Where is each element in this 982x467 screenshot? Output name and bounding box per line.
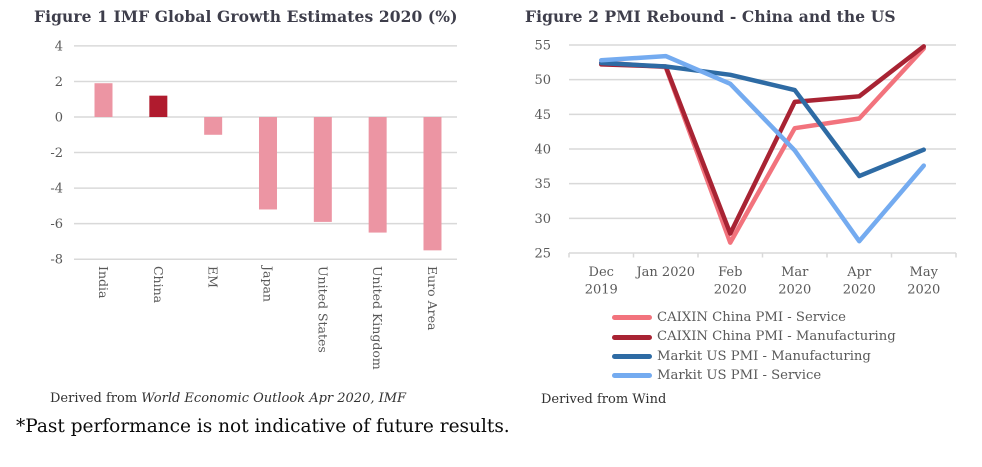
category-label-euro-area: Euro Area [425, 266, 440, 331]
legend-label-markit-service: Markit US PMI - Service [657, 368, 822, 384]
category-label-japan: Japan [260, 264, 275, 302]
figure2-source-text: Derived from Wind [541, 392, 667, 407]
y-axis-tick-label: 4 [55, 39, 63, 54]
caixin-manufacturing-line-swatch [612, 334, 652, 340]
bar-united-states [313, 117, 332, 222]
figure1-source: Derived from World Economic Outlook Apr … [50, 391, 406, 406]
disclaimer-footnote: *Past performance is not indicative of f… [16, 416, 510, 437]
legend-label-markit-manufacturing: Markit US PMI - Manufacturing [657, 348, 871, 364]
y-axis-tick-label: 25 [534, 247, 551, 262]
figure2-title: Figure 2 PMI Rebound - China and the US [525, 7, 896, 26]
bar-united-kingdom [368, 117, 387, 233]
y-axis-tick-label: -6 [50, 217, 63, 232]
legend-row-markit-service: Markit US PMI - Service [612, 366, 896, 385]
figure2-legend: CAIXIN China PMI - Service CAIXIN China … [612, 308, 896, 386]
category-label-em: EM [206, 266, 221, 288]
y-axis-tick-label: -2 [50, 146, 63, 161]
legend-row-caixin-manufacturing: CAIXIN China PMI - Manufacturing [612, 327, 896, 346]
y-axis-tick-label: 2 [55, 75, 63, 90]
legend-row-caixin-service: CAIXIN China PMI - Service [612, 308, 896, 327]
y-axis-tick-label: 35 [534, 177, 551, 192]
x-axis-label: Apr 2020 [843, 265, 876, 298]
caixin-service-line-swatch [612, 315, 652, 321]
figure1-title: Figure 1 IMF Global Growth Estimates 202… [34, 7, 458, 26]
markit-service-line-swatch [612, 373, 652, 379]
figure1-source-prefix: Derived from [50, 391, 142, 406]
markit-manufacturing-line-swatch [612, 353, 652, 359]
y-axis-tick-label: 45 [534, 108, 551, 123]
x-axis-label: Jan 2020 [634, 265, 695, 280]
bar-india [94, 83, 113, 117]
y-axis-tick-label: 50 [534, 73, 551, 88]
legend-label-caixin-manufacturing: CAIXIN China PMI - Manufacturing [657, 329, 896, 345]
figure1-bar-chart: 4 2 0 -2 -4 -6 -8 India China EM Japan United State… [50, 39, 457, 370]
y-axis-tick-label: -4 [50, 182, 63, 197]
legend-row-markit-manufacturing: Markit US PMI - Manufacturing [612, 347, 896, 366]
line-caixin-china-pmi-service [599, 46, 926, 245]
y-axis-tick-label: 0 [55, 111, 63, 126]
y-axis-tick-label: -8 [50, 253, 63, 268]
category-label-united-states: United States [315, 266, 330, 353]
legend-label-caixin-service: CAIXIN China PMI - Service [657, 310, 846, 326]
figure2-source: Derived from Wind [541, 392, 666, 407]
y-axis-tick-label: 55 [534, 39, 551, 54]
line-markit-us-pmi-manufacturing [599, 60, 926, 179]
y-axis-tick-label: 30 [534, 212, 551, 227]
bar-china [149, 95, 168, 117]
x-axis-label: Dec 2019 [585, 265, 618, 298]
category-label-united-kingdom: United Kingdom [370, 266, 385, 370]
category-label-china: China [151, 266, 166, 304]
bar-em [204, 117, 223, 135]
x-axis-label: Mar 2020 [778, 265, 811, 298]
figure1-source-reference: World Economic Outlook Apr 2020, IMF [141, 391, 407, 406]
x-axis-label: Feb 2020 [714, 265, 747, 298]
x-axis-label: May 2020 [907, 265, 940, 298]
line-caixin-china-pmi-manufacturing [599, 44, 926, 236]
category-label-india: India [96, 266, 111, 299]
line-markit-us-pmi-service [599, 53, 926, 244]
bar-euro-area [423, 117, 442, 251]
bar-japan [258, 117, 277, 210]
y-axis-tick-label: 40 [534, 143, 551, 158]
figure2-line-chart: 55 50 45 40 35 30 25 Dec 2019 Jan 2020 Feb 2020 Mar 2… [534, 39, 957, 298]
